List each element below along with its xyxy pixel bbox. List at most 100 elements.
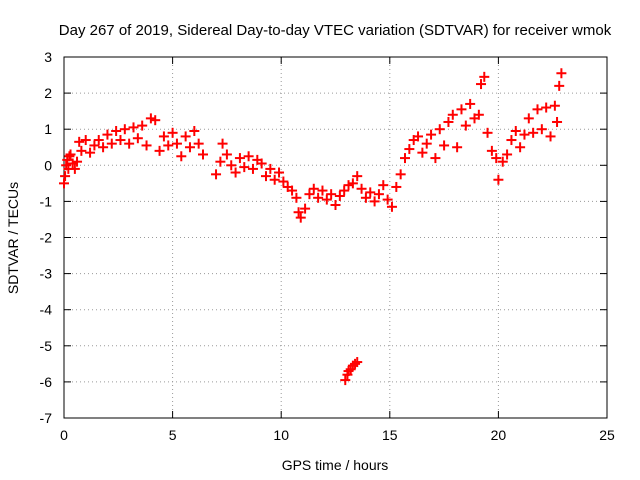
data-point: [502, 149, 513, 160]
data-point: [339, 185, 350, 196]
data-point: [541, 102, 552, 113]
data-point: [89, 140, 100, 151]
data-point: [536, 124, 547, 135]
y-tick-label: 1: [44, 121, 52, 137]
axis-ticks: 0 5 10 15 20 25 -7 -6 -5 -4 -3 -2 -1 0 1 2 3: [40, 49, 615, 443]
y-tick-label: -3: [40, 266, 53, 282]
data-point: [317, 185, 328, 196]
data-point: [313, 192, 324, 203]
data-point: [74, 136, 85, 147]
data-point: [413, 131, 424, 142]
data-point: [141, 140, 152, 151]
data-point: [85, 147, 96, 158]
data-point: [352, 171, 363, 182]
data-point: [476, 79, 487, 90]
data-point: [234, 153, 245, 164]
data-point: [356, 183, 367, 194]
data-point: [334, 190, 345, 201]
data-point: [132, 133, 143, 144]
y-tick-label: -1: [40, 193, 53, 209]
grid: [64, 57, 607, 418]
data-point: [198, 149, 209, 160]
data-point: [430, 153, 441, 164]
data-point: [378, 180, 389, 191]
data-point: [497, 156, 508, 167]
y-tick-label: -6: [40, 374, 53, 390]
data-point: [124, 138, 135, 149]
data-point: [510, 126, 521, 137]
data-point: [98, 142, 109, 153]
data-point: [239, 162, 250, 173]
data-point: [460, 120, 471, 131]
data-point: [180, 131, 191, 142]
data-point: [274, 167, 285, 178]
data-point: [211, 169, 222, 180]
data-point: [93, 135, 104, 146]
y-tick-label: 0: [44, 157, 52, 173]
data-point: [382, 194, 393, 205]
x-tick-label: 0: [60, 427, 68, 443]
data-point: [421, 138, 432, 149]
data-point: [506, 135, 517, 146]
data-point: [443, 116, 454, 127]
data-point: [373, 189, 384, 200]
data-point: [479, 71, 490, 82]
data-point: [72, 156, 83, 167]
data-point: [545, 131, 556, 142]
data-point: [193, 138, 204, 149]
data-point: [256, 158, 267, 169]
data-point: [515, 142, 526, 153]
data-point: [295, 212, 306, 223]
data-point: [137, 120, 148, 131]
data-point: [115, 135, 126, 146]
data-point: [434, 124, 445, 135]
data-point: [360, 192, 371, 203]
data-point: [119, 124, 130, 135]
data-point: [347, 178, 358, 189]
data-point: [452, 142, 463, 153]
data-point: [184, 142, 195, 153]
data-point: [304, 189, 315, 200]
data-point: [176, 151, 187, 162]
y-tick-label: -7: [40, 410, 53, 426]
data-point: [493, 174, 504, 185]
data-point: [158, 131, 169, 142]
data-point: [417, 147, 428, 158]
data-point: [217, 138, 228, 149]
data-point: [523, 113, 534, 124]
data-point: [482, 127, 493, 138]
data-point: [247, 163, 258, 174]
y-axis-label: SDTVAR / TECUs: [5, 182, 21, 294]
data-point: [221, 149, 232, 160]
data-point: [69, 163, 80, 174]
x-tick-label: 15: [382, 427, 398, 443]
data-point: [321, 194, 332, 205]
plot-frame: [63, 56, 608, 419]
data-point: [76, 145, 87, 156]
x-tick-label: 25: [599, 427, 615, 443]
data-point: [554, 80, 565, 91]
data-point: [128, 122, 139, 133]
y-tick-label: -4: [40, 302, 53, 318]
data-point: [365, 187, 376, 198]
x-tick-label: 5: [169, 427, 177, 443]
data-point: [552, 116, 563, 127]
data-point: [167, 127, 178, 138]
y-tick-label: -5: [40, 338, 53, 354]
data-point: [65, 149, 76, 160]
data-point: [189, 126, 200, 137]
data-point: [260, 171, 271, 182]
data-point: [486, 145, 497, 156]
data-point: [287, 185, 298, 196]
data-point: [528, 127, 539, 138]
data-point: [293, 207, 304, 218]
data-point: [340, 375, 351, 386]
data-point: [59, 178, 69, 189]
data-point: [326, 189, 337, 200]
data-markers: [59, 68, 567, 386]
data-point: [549, 100, 560, 111]
data-point: [439, 140, 450, 151]
data-point: [171, 138, 182, 149]
data-point: [163, 140, 174, 151]
